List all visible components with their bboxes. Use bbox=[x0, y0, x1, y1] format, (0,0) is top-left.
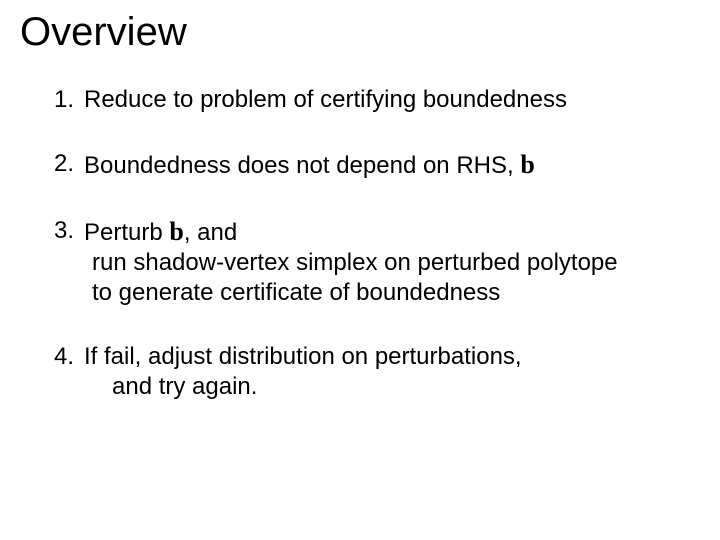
item-text-line2: run shadow-vertex simplex on perturbed p… bbox=[84, 248, 700, 278]
item-text-post: , and bbox=[184, 219, 237, 246]
slide: Overview 1. Reduce to problem of certify… bbox=[0, 0, 720, 540]
item-list: 1. Reduce to problem of certifying bound… bbox=[20, 85, 700, 402]
list-item-3: 3. Perturb b, and run shadow-vertex simp… bbox=[40, 216, 700, 309]
item-text-pre: Boundedness does not depend on RHS, bbox=[84, 152, 520, 179]
item-body: Boundedness does not depend on RHS, b bbox=[84, 149, 700, 182]
item-text-line3: to generate certificate of boundedness bbox=[84, 278, 700, 308]
item-number: 3. bbox=[40, 216, 84, 309]
item-number: 4. bbox=[40, 342, 84, 402]
item-number: 2. bbox=[40, 149, 84, 182]
list-item-2: 2. Boundedness does not depend on RHS, b bbox=[40, 149, 700, 182]
item-text-line2: and try again. bbox=[84, 372, 700, 402]
item-number: 1. bbox=[40, 85, 84, 115]
item-body: Reduce to problem of certifying boundedn… bbox=[84, 85, 700, 115]
item-body: Perturb b, and run shadow-vertex simplex… bbox=[84, 216, 700, 309]
item-body: If fail, adjust distribution on perturba… bbox=[84, 342, 700, 402]
list-item-4: 4. If fail, adjust distribution on pertu… bbox=[40, 342, 700, 402]
item-text-line1: If fail, adjust distribution on perturba… bbox=[84, 343, 522, 370]
list-item-1: 1. Reduce to problem of certifying bound… bbox=[40, 85, 700, 115]
slide-title: Overview bbox=[20, 10, 700, 55]
math-b: b bbox=[169, 217, 183, 246]
item-text-pre: Perturb bbox=[84, 219, 169, 246]
math-b: b bbox=[520, 150, 534, 179]
